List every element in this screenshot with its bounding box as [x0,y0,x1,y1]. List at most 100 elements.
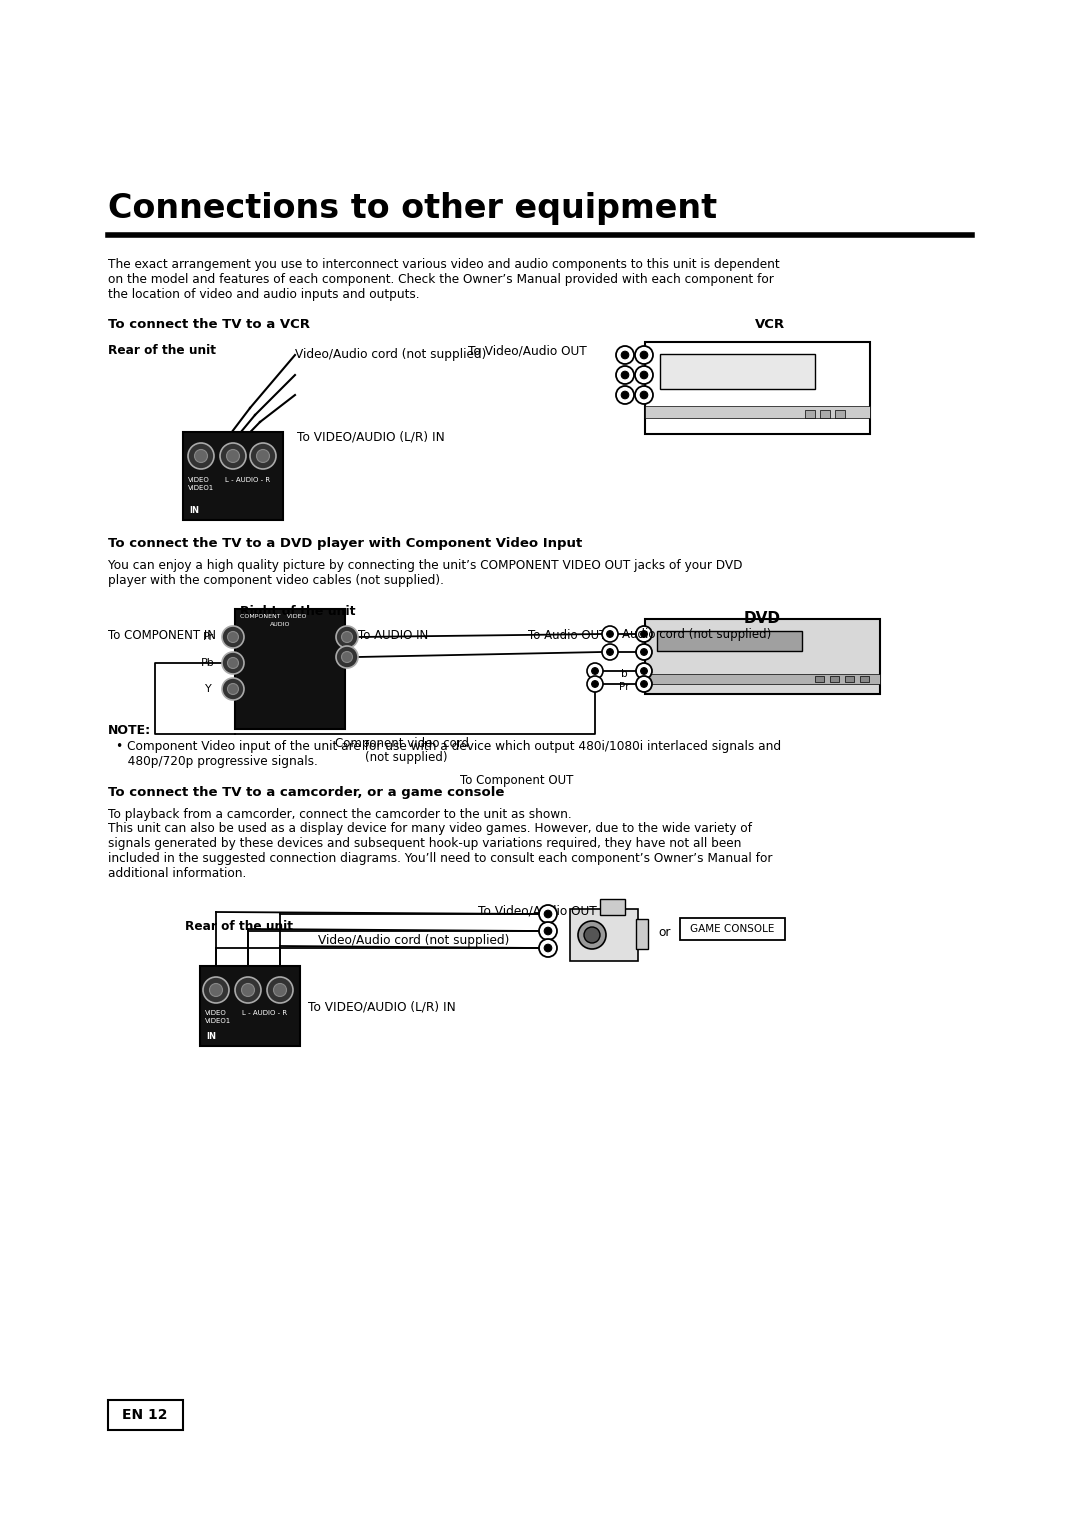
Text: L - AUDIO - R: L - AUDIO - R [242,1009,287,1015]
Bar [805,411,815,418]
Circle shape [640,649,647,655]
Circle shape [621,351,629,359]
Text: AUDIO: AUDIO [270,621,291,628]
Text: Connections to other equipment: Connections to other equipment [108,192,717,224]
Circle shape [588,663,603,680]
Circle shape [267,977,293,1003]
Circle shape [621,391,629,399]
Circle shape [636,676,652,692]
Bar [835,411,845,418]
Circle shape [336,626,357,647]
Text: VIDEO1: VIDEO1 [205,1019,231,1025]
Circle shape [616,386,634,405]
Circle shape [640,371,648,379]
Text: Audio cord (not supplied): Audio cord (not supplied) [622,628,771,641]
Circle shape [544,944,552,951]
Circle shape [616,366,634,383]
Text: Pr: Pr [619,683,630,692]
Circle shape [640,351,648,359]
Circle shape [621,371,629,379]
Text: Pb: Pb [201,658,215,667]
Text: Video/Audio cord (not supplied): Video/Audio cord (not supplied) [318,935,510,947]
Circle shape [640,631,647,637]
Circle shape [220,443,246,469]
Text: COMPONENT   VIDEO: COMPONENT VIDEO [240,614,307,618]
Circle shape [242,983,255,997]
Circle shape [227,449,240,463]
Circle shape [273,983,286,997]
Circle shape [249,443,276,469]
Text: VIDEO1: VIDEO1 [188,486,214,492]
Bar [860,676,869,683]
Bar [645,673,880,684]
Text: To connect the TV to a camcorder, or a game console: To connect the TV to a camcorder, or a g… [108,786,504,799]
Text: You can enjoy a high quality picture by connecting the unit’s COMPONENT VIDEO OU: You can enjoy a high quality picture by … [108,559,743,586]
Circle shape [592,667,598,675]
Bar [645,342,870,434]
Circle shape [228,658,239,669]
Text: To Video/Audio OUT: To Video/Audio OUT [468,344,586,357]
Text: To VIDEO/AUDIO (L/R) IN: To VIDEO/AUDIO (L/R) IN [308,1002,456,1014]
Text: b: b [621,669,627,680]
Circle shape [194,449,207,463]
Circle shape [616,347,634,363]
Text: The exact arrangement you use to interconnect various video and audio components: The exact arrangement you use to interco… [108,258,780,301]
Circle shape [228,684,239,695]
Text: Rear of the unit: Rear of the unit [108,344,216,357]
Bar [657,631,802,651]
Circle shape [607,631,613,637]
Text: Rear of the unit: Rear of the unit [185,919,293,933]
Text: To playback from a camcorder, connect the camcorder to the unit as shown.: To playback from a camcorder, connect th… [108,808,571,822]
Bar [600,899,625,915]
Circle shape [635,386,653,405]
Circle shape [607,649,613,655]
Circle shape [544,927,552,935]
Bar [636,919,648,948]
Circle shape [235,977,261,1003]
Text: (not supplied): (not supplied) [365,751,447,764]
Bar [200,967,300,1046]
Text: EN 12: EN 12 [122,1408,167,1422]
Circle shape [341,652,352,663]
Circle shape [636,644,652,660]
Text: To connect the TV to a DVD player with Component Video Input: To connect the TV to a DVD player with C… [108,538,582,550]
Text: Right of the unit: Right of the unit [240,605,355,618]
Bar [660,354,815,389]
Text: • Component Video input of the unit are for use with a device which output 480i/: • Component Video input of the unit are … [116,741,781,768]
Text: IN: IN [189,505,199,515]
Circle shape [635,347,653,363]
Circle shape [584,927,600,944]
Text: VIDEO: VIDEO [188,476,210,483]
Circle shape [203,977,229,1003]
Text: To VIDEO/AUDIO (L/R) IN: To VIDEO/AUDIO (L/R) IN [297,431,445,443]
Circle shape [640,667,647,675]
Text: VIDEO: VIDEO [205,1009,227,1015]
Text: IN: IN [206,1032,216,1041]
Circle shape [228,632,239,643]
Text: GAME CONSOLE: GAME CONSOLE [690,924,774,935]
Circle shape [539,922,557,941]
Circle shape [544,910,552,918]
Text: To COMPONENT IN: To COMPONENT IN [108,629,216,641]
Circle shape [640,391,648,399]
Bar [108,1400,183,1429]
Circle shape [210,983,222,997]
Circle shape [539,906,557,922]
Text: To AUDIO IN: To AUDIO IN [357,629,429,641]
Circle shape [188,443,214,469]
Text: Pr: Pr [202,632,214,641]
Circle shape [539,939,557,957]
Text: To Component OUT: To Component OUT [460,774,573,786]
Circle shape [222,678,244,699]
Circle shape [602,644,618,660]
Circle shape [222,626,244,647]
Text: VCR: VCR [755,318,785,331]
Circle shape [588,676,603,692]
Bar [183,432,283,521]
Text: Y: Y [204,684,212,693]
Circle shape [602,626,618,641]
Circle shape [341,632,352,643]
Text: DVD: DVD [743,611,781,626]
Bar [235,609,345,728]
Circle shape [578,921,606,948]
